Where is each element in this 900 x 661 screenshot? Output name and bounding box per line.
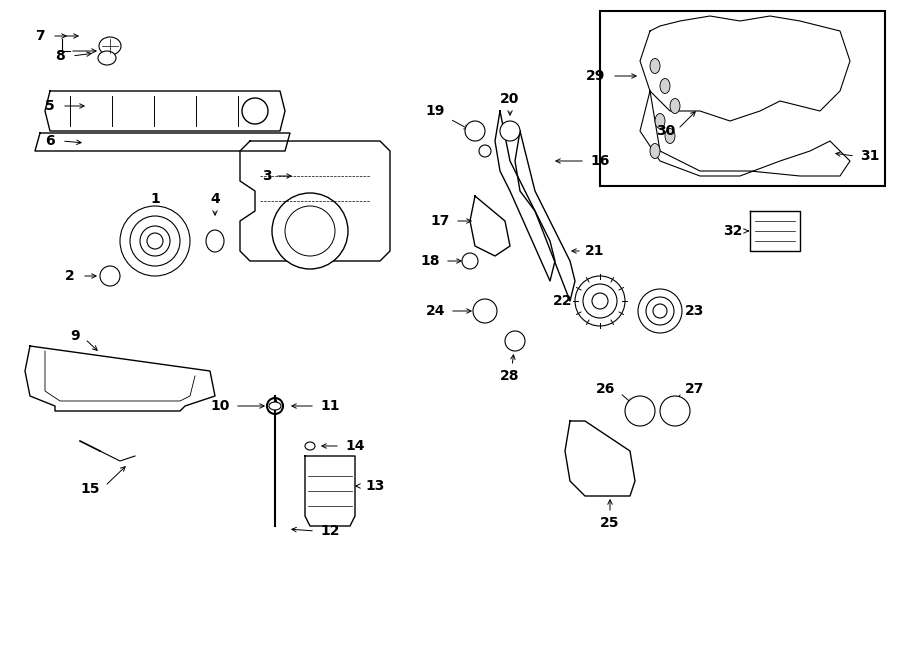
Text: 22: 22	[553, 294, 572, 308]
Ellipse shape	[665, 128, 675, 143]
Polygon shape	[640, 91, 850, 176]
Circle shape	[120, 206, 190, 276]
Ellipse shape	[650, 143, 660, 159]
Ellipse shape	[670, 98, 680, 114]
Ellipse shape	[269, 402, 281, 410]
Circle shape	[465, 121, 485, 141]
Text: 13: 13	[365, 479, 384, 493]
Text: 9: 9	[70, 329, 80, 343]
Ellipse shape	[650, 59, 660, 73]
Text: 3: 3	[263, 169, 272, 183]
Ellipse shape	[660, 79, 670, 93]
Text: 25: 25	[600, 516, 620, 530]
Text: 18: 18	[420, 254, 440, 268]
Ellipse shape	[305, 442, 315, 450]
Polygon shape	[240, 141, 390, 261]
Text: 17: 17	[430, 214, 450, 228]
Text: 12: 12	[320, 524, 339, 538]
Circle shape	[272, 193, 348, 269]
Text: 21: 21	[585, 244, 605, 258]
Text: 23: 23	[685, 304, 705, 318]
Circle shape	[500, 121, 520, 141]
Circle shape	[660, 396, 690, 426]
Polygon shape	[565, 421, 635, 496]
Text: 1: 1	[150, 192, 160, 206]
Text: 29: 29	[586, 69, 605, 83]
Circle shape	[575, 276, 625, 326]
Text: 16: 16	[590, 154, 609, 168]
Text: 19: 19	[426, 104, 445, 118]
Text: 7: 7	[35, 29, 45, 43]
Polygon shape	[515, 131, 575, 301]
Text: 32: 32	[723, 224, 742, 238]
Polygon shape	[45, 91, 285, 131]
Polygon shape	[750, 211, 800, 251]
Text: 24: 24	[426, 304, 445, 318]
Text: 27: 27	[685, 382, 705, 396]
Ellipse shape	[99, 37, 121, 55]
Ellipse shape	[98, 51, 116, 65]
Polygon shape	[640, 16, 850, 121]
Text: 15: 15	[80, 482, 100, 496]
Text: 31: 31	[860, 149, 879, 163]
Polygon shape	[495, 111, 555, 281]
Circle shape	[100, 266, 120, 286]
Circle shape	[505, 331, 525, 351]
Text: 5: 5	[45, 99, 55, 113]
Text: 28: 28	[500, 369, 520, 383]
Text: 14: 14	[345, 439, 364, 453]
Polygon shape	[305, 456, 355, 526]
Text: 2: 2	[65, 269, 75, 283]
Text: 6: 6	[45, 134, 55, 148]
Ellipse shape	[206, 230, 224, 252]
Circle shape	[473, 299, 497, 323]
Ellipse shape	[655, 114, 665, 128]
Text: 30: 30	[656, 124, 675, 138]
Text: 4: 4	[210, 192, 220, 206]
Text: 20: 20	[500, 92, 519, 106]
Text: 10: 10	[211, 399, 230, 413]
Polygon shape	[470, 196, 510, 256]
Circle shape	[479, 145, 491, 157]
Text: 11: 11	[320, 399, 339, 413]
Polygon shape	[25, 346, 215, 411]
Circle shape	[638, 289, 682, 333]
Circle shape	[462, 253, 478, 269]
Circle shape	[242, 98, 268, 124]
Text: 8: 8	[55, 49, 65, 63]
Text: 26: 26	[596, 382, 615, 396]
Circle shape	[625, 396, 655, 426]
Polygon shape	[35, 133, 290, 151]
